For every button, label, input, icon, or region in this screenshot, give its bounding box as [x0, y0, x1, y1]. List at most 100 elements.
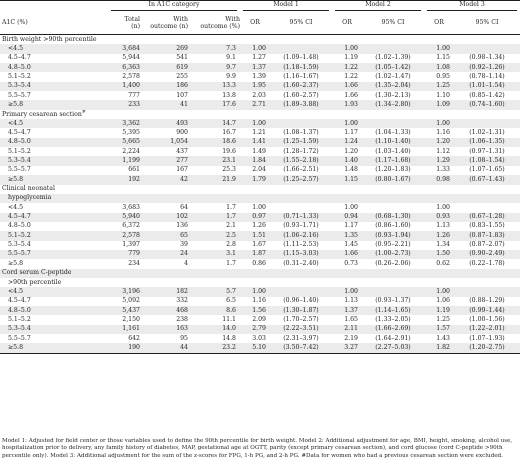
cell-model3-ci: (0.87–1.83): [454, 231, 520, 241]
cell-model2-ci: (0.95–2.21): [375, 241, 411, 249]
cell-model2-or: 1.22: [332, 63, 362, 73]
cell-model3-or: 1.20: [424, 137, 454, 148]
cell-a1c-value: 5.1–5.2: [8, 147, 31, 155]
cell-model1-or: 1.27: [252, 54, 266, 62]
cell-total: 6,372: [122, 222, 140, 230]
cell-model3-ci: (0.98–1.34): [469, 54, 505, 62]
cell-model3-or: 1.00: [424, 287, 454, 297]
cell-with-outcome-n: 238: [176, 315, 188, 323]
cell-with-outcome-n: 24: [140, 249, 188, 260]
cell-model2-or: 1.17: [344, 222, 358, 230]
cell-total: 642: [128, 334, 140, 342]
cell-model2-or: 0.73: [344, 259, 358, 267]
cell-model1-or: 2.71: [240, 100, 270, 110]
section-title-row: Birth weight >90th percentile: [0, 35, 520, 45]
cell-model3-ci: [454, 203, 520, 212]
cell-with-outcome-n: 42: [140, 175, 188, 185]
cell-total: 5,940: [108, 212, 140, 222]
table-row: 5.5–5.7 777 107 13.8 2.03 (1.60–2.57) 1.66 (1.3…: [0, 91, 520, 100]
section-title: Birth weight >90th percentile: [2, 35, 97, 43]
cell-with-outcome-pct: 2.1: [226, 222, 236, 230]
cell-model2-ci: (0.93–1.37): [375, 297, 411, 305]
header-or-1: OR: [240, 12, 270, 35]
cell-total: 234: [128, 259, 140, 267]
cell-with-outcome-pct: 23.2: [188, 343, 240, 354]
cell-model1-or: 0.86: [252, 259, 266, 267]
cell-with-outcome-pct: 11.1: [222, 315, 236, 323]
header-or-2: OR: [332, 12, 362, 35]
cell-model2-ci: (1.35–2.04): [362, 81, 424, 92]
cell-a1c-value: 5.5–5.7: [8, 334, 31, 342]
cell-with-outcome-n: 136: [176, 222, 188, 230]
cell-model2-ci: (1.00–2.73): [362, 249, 424, 260]
cell-model2-or: 1.15: [332, 175, 362, 185]
cell-model2-or: 2.11: [332, 324, 362, 334]
cell-model1-ci: (0.93–1.71): [283, 222, 319, 230]
cell-model2-ci: (1.03–1.40): [375, 147, 411, 155]
cell-with-outcome-n: 39: [180, 241, 188, 249]
cell-with-outcome-n: 468: [140, 305, 188, 316]
cell-with-outcome-pct: 19.6: [222, 147, 236, 155]
table-row: 4.8–5.0 6,363 619 9.7 1.37 (1.18–1.59) 1.22 (1.…: [0, 63, 520, 73]
cell-total: 3,683: [122, 203, 140, 211]
section-title-footnote-mark: #: [81, 109, 86, 115]
cell-model2-or: 1.19: [344, 54, 358, 62]
cell-total: 3,362: [108, 119, 140, 129]
cell-a1c-value: 4.8–5.0: [0, 63, 108, 73]
header-model-2: Model 2: [335, 2, 421, 11]
cell-model1-ci: (1.25–2.57): [270, 175, 332, 185]
cell-model1-ci: [270, 287, 332, 297]
cell-total: 233: [108, 100, 140, 110]
cell-a1c-value: 5.5–5.7: [0, 249, 108, 260]
cell-model1-ci: (0.71–1.33): [270, 212, 332, 222]
cell-model1-ci: (1.55–2.18): [270, 156, 332, 166]
section-title-row: Cord serum C-peptide: [0, 268, 520, 278]
section-title-continued: >90th percentile: [8, 278, 62, 286]
table-row: 5.1–5.2 2,224 437 19.6 1.49 (1.28–1.72) 1.20 (1…: [0, 147, 520, 156]
cell-total: 5,665: [108, 137, 140, 148]
cell-with-outcome-pct: 7.3: [188, 44, 240, 54]
cell-model1-or: 1.16: [252, 297, 266, 305]
cell-with-outcome-pct: 13.8: [222, 91, 236, 99]
cell-model3-ci: (0.97–1.31): [469, 147, 505, 155]
cell-model3-ci: (0.78–1.14): [469, 72, 505, 80]
cell-model2-or: 1.24: [332, 137, 362, 148]
cell-model1-ci: [270, 44, 332, 54]
cell-model2-or: 1.93: [332, 100, 362, 110]
cell-model3-or: 1.08: [424, 63, 454, 73]
cell-model1-ci: (1.25–1.59): [270, 137, 332, 148]
cell-model3-ci: (1.01–1.54): [454, 81, 520, 92]
cell-with-outcome-pct: 13.3: [188, 81, 240, 92]
cell-with-outcome-pct: 6.5: [226, 297, 236, 305]
cell-with-outcome-n: 619: [140, 63, 188, 73]
cell-with-outcome-pct: 1.7: [226, 259, 236, 267]
cell-model2-or: 1.65: [344, 315, 358, 323]
cell-a1c-value: <4.5: [8, 203, 24, 211]
cell-model2-or: 1.00: [332, 287, 362, 297]
cell-model1-or: 2.04: [252, 166, 266, 174]
cell-total: 192: [108, 175, 140, 185]
cell-model2-or: 1.40: [332, 156, 362, 166]
table-row: 4.5–4.7 5,092 332 6.5 1.16 (0.96–1.40) 1.13 (0.…: [0, 297, 520, 306]
cell-model1-or: 1.67: [252, 241, 266, 249]
cell-total: 777: [128, 91, 140, 99]
cell-model2-ci: (1.04–1.33): [375, 129, 411, 136]
cell-model3-or: 1.25: [436, 315, 450, 323]
cell-model3-or: 1.26: [424, 231, 454, 241]
cell-model2-or: 3.27: [332, 343, 362, 354]
table-row: ≥5.8 192 42 21.9 1.79 (1.25–2.57) 1.15 (0.80–1.…: [0, 175, 520, 185]
cell-model3-or: 1.10: [436, 91, 450, 99]
results-table: In A1C category Model 1 Model 2 Model 3 …: [0, 0, 520, 354]
cell-model2-or: 1.00: [332, 44, 362, 54]
cell-with-outcome-n: 182: [140, 287, 188, 297]
cell-model2-ci: (1.10–1.40): [362, 137, 424, 148]
cell-model3-or: 1.19: [424, 305, 454, 316]
cell-with-outcome-pct: 1.7: [188, 212, 240, 222]
table-row: 5.1–5.2 2,578 65 2.5 1.51 (1.06–2.16) 1.35 (0.9…: [0, 231, 520, 241]
cell-model1-ci: [270, 119, 332, 129]
cell-model2-or: 1.20: [344, 147, 358, 155]
cell-model2-ci: (1.14–1.65): [362, 305, 424, 316]
cell-model2-ci: (1.34–2.80): [362, 100, 424, 110]
cell-total: 190: [108, 343, 140, 354]
cell-with-outcome-pct: 16.7: [222, 129, 236, 136]
